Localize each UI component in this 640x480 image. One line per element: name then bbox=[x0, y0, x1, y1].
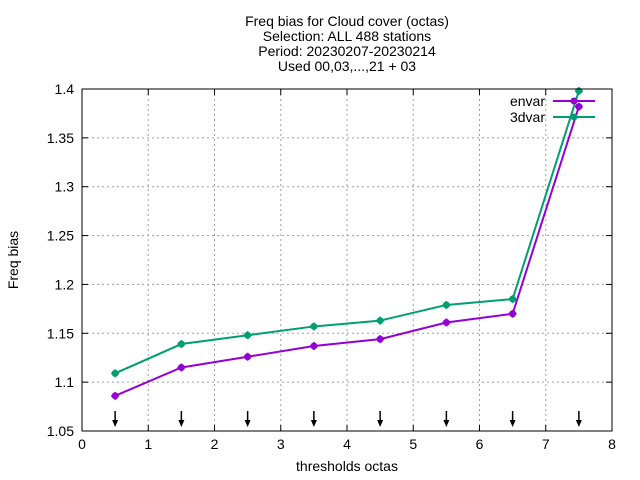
title-line-2: Selection: ALL 488 stations bbox=[263, 28, 431, 44]
y-tick-label: 1.1 bbox=[55, 374, 75, 390]
series-line-3dvar bbox=[114, 90, 580, 375]
series-line-envar bbox=[114, 106, 580, 397]
y-tick-label: 1.3 bbox=[55, 179, 75, 195]
data-point-mark-envar bbox=[376, 335, 385, 344]
threshold-arrow-head bbox=[509, 420, 516, 427]
x-tick-label: 1 bbox=[144, 436, 152, 452]
threshold-arrow-head bbox=[178, 420, 185, 427]
legend-label-3dvar: 3dvar bbox=[510, 109, 545, 125]
chart-title: Freq bias for Cloud cover (octas) Select… bbox=[245, 13, 449, 74]
y-tick-label: 1.15 bbox=[47, 325, 74, 341]
title-line-1: Freq bias for Cloud cover (octas) bbox=[245, 13, 449, 29]
y-tick-label: 1.35 bbox=[47, 130, 74, 146]
data-point-mark-envar bbox=[177, 363, 186, 372]
data-point-mark-envar bbox=[243, 352, 252, 361]
data-point-mark-envar bbox=[508, 309, 517, 318]
x-tick-label: 6 bbox=[476, 436, 484, 452]
data-point-mark-3dvar bbox=[574, 86, 583, 95]
threshold-arrow-head bbox=[112, 420, 119, 427]
data-point-mark-3dvar bbox=[508, 295, 517, 304]
data-point-mark-envar bbox=[111, 391, 120, 400]
threshold-arrows bbox=[112, 411, 582, 427]
legend-label-envar: envar bbox=[510, 93, 545, 109]
y-tick-label: 1.4 bbox=[55, 81, 75, 97]
threshold-arrow-head bbox=[575, 420, 582, 427]
data-point-mark-envar bbox=[574, 102, 583, 111]
y-tick-label: 1.25 bbox=[47, 228, 74, 244]
x-tick-label: 7 bbox=[542, 436, 550, 452]
series-layer bbox=[111, 86, 583, 400]
x-tick-label: 3 bbox=[277, 436, 285, 452]
data-point-mark-envar bbox=[442, 318, 451, 327]
data-point-mark-3dvar bbox=[243, 331, 252, 340]
data-point-mark-3dvar bbox=[111, 369, 120, 378]
data-point-mark-envar bbox=[309, 341, 318, 350]
y-tick-label: 1.05 bbox=[47, 423, 74, 439]
data-point-mark-3dvar bbox=[177, 340, 186, 349]
title-line-4: Used 00,03,...,21 + 03 bbox=[278, 58, 416, 74]
axis-ticks: 0 1 2 3 4 5 6 7 8 1.05 1.1 1.15 1.2 1.25 1.3 1.35 1.4 bbox=[47, 81, 616, 452]
threshold-arrow-head bbox=[443, 420, 450, 427]
y-tick-label: 1.2 bbox=[55, 276, 75, 292]
x-tick-label: 5 bbox=[409, 436, 417, 452]
threshold-arrow-head bbox=[244, 420, 251, 427]
x-axis-label: thresholds octas bbox=[296, 458, 398, 474]
plot-frame bbox=[81, 88, 613, 432]
y-axis-label: Freq bias bbox=[5, 231, 21, 289]
title-line-3: Period: 20230207-20230214 bbox=[258, 43, 436, 59]
threshold-arrow-head bbox=[310, 420, 317, 427]
threshold-arrow-head bbox=[377, 420, 384, 427]
x-tick-label: 4 bbox=[343, 436, 351, 452]
data-point-mark-3dvar bbox=[442, 300, 451, 309]
grid-lines bbox=[82, 89, 612, 431]
data-point-mark-3dvar bbox=[309, 322, 318, 331]
legend-marker-envar bbox=[570, 97, 578, 105]
x-tick-label: 8 bbox=[608, 436, 616, 452]
legend-marker-3dvar bbox=[570, 113, 578, 121]
x-tick-label: 2 bbox=[211, 436, 219, 452]
x-tick-label: 0 bbox=[78, 436, 86, 452]
data-point-mark-3dvar bbox=[376, 316, 385, 325]
